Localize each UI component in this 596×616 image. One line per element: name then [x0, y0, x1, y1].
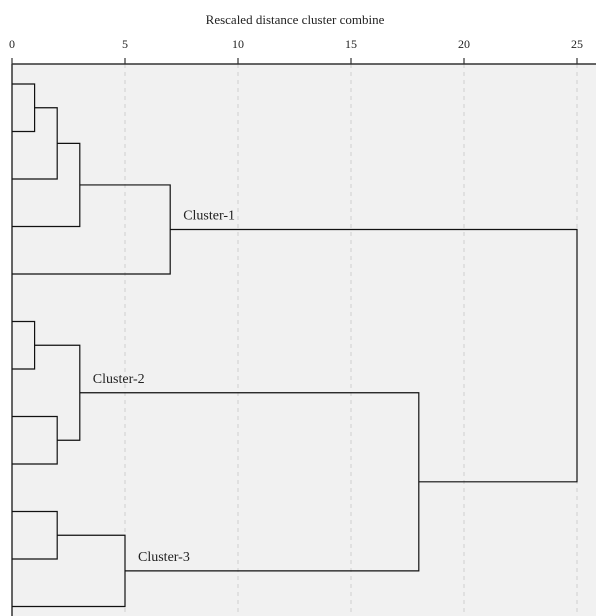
x-axis: 0 5 10 15 20 25 — [9, 37, 596, 616]
dendrogram-branch — [170, 228, 578, 483]
dendrogram-branches — [12, 83, 578, 608]
cluster-labels: Cluster-1 Cluster-2 Cluster-3 — [93, 208, 235, 564]
chart-title: Rescaled distance cluster combine — [206, 12, 385, 27]
x-tick-label: 10 — [232, 37, 244, 51]
x-tick-label: 5 — [122, 37, 128, 51]
x-tick-label: 20 — [458, 37, 470, 51]
x-tick-label: 25 — [571, 37, 583, 51]
cluster-label: Cluster-1 — [183, 208, 235, 223]
cluster-label: Cluster-3 — [138, 550, 190, 565]
x-tick-label: 15 — [345, 37, 357, 51]
plot-background — [12, 64, 596, 616]
x-tick-label: 0 — [9, 37, 15, 51]
cluster-label: Cluster-2 — [93, 372, 145, 387]
